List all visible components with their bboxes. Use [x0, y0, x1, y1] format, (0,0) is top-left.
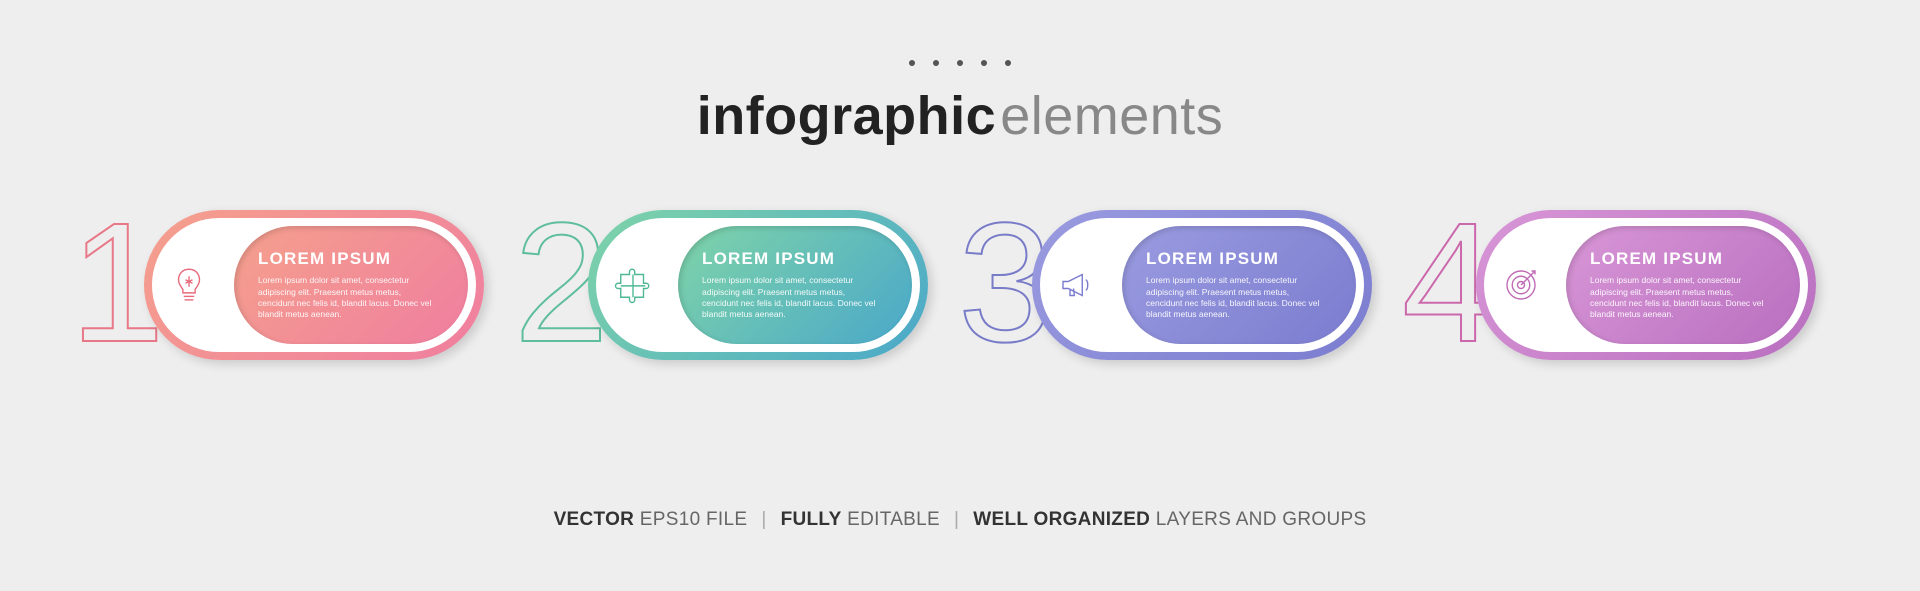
step-inner-pill: LOREM IPSUM Lorem ipsum dolor sit amet, c… [234, 226, 468, 344]
footer-bold: WELL ORGANIZED [973, 509, 1150, 530]
step-3: 3 LOREM IPSUMLorem ipsum dolor sit amet,… [982, 210, 1382, 380]
step-inner-pill: LOREM IPSUM Lorem ipsum dolor sit amet, c… [678, 226, 912, 344]
step-outer-pill: LOREM IPSUM Lorem ipsum dolor sit amet, c… [588, 210, 928, 360]
puzzle-icon [588, 264, 678, 306]
target-icon [1476, 264, 1566, 306]
page-title: infographicelements [697, 85, 1224, 147]
megaphone-icon [1032, 264, 1122, 306]
step-inner-pill: LOREM IPSUM Lorem ipsum dolor sit amet, c… [1122, 226, 1356, 344]
step-body: Lorem ipsum dolor sit amet, consectetur … [258, 275, 438, 321]
title-bold: infographic [697, 86, 997, 146]
footer-separator: | [954, 509, 959, 530]
step-body: Lorem ipsum dolor sit amet, consectetur … [1590, 275, 1770, 321]
step-inner-pill: LOREM IPSUM Lorem ipsum dolor sit amet, c… [1566, 226, 1800, 344]
step-title: LOREM IPSUM [1590, 249, 1770, 269]
title-light: elements [1000, 86, 1223, 146]
header-dots [909, 60, 1011, 66]
step-title: LOREM IPSUM [702, 249, 882, 269]
steps-row: 1 LOREM IPSUMLorem ipsum dolor sit amet,… [0, 210, 1920, 380]
step-2: 2 LOREM IPSUMLorem ipsum dolor sit amet,… [538, 210, 938, 380]
footer-light: LAYERS AND GROUPS [1150, 509, 1366, 530]
step-body: Lorem ipsum dolor sit amet, consectetur … [1146, 275, 1326, 321]
step-outer-pill: LOREM IPSUM Lorem ipsum dolor sit amet, c… [1476, 210, 1816, 360]
footer-bold: VECTOR [554, 509, 635, 530]
lightbulb-icon [144, 264, 234, 306]
footer-light: EPS10 FILE [634, 509, 747, 530]
step-title: LOREM IPSUM [1146, 249, 1326, 269]
step-body: Lorem ipsum dolor sit amet, consectetur … [702, 275, 882, 321]
footer-bold: FULLY [781, 509, 842, 530]
step-outer-pill: LOREM IPSUM Lorem ipsum dolor sit amet, c… [1032, 210, 1372, 360]
step-title: LOREM IPSUM [258, 249, 438, 269]
footer-separator: | [761, 509, 766, 530]
step-1: 1 LOREM IPSUMLorem ipsum dolor sit amet,… [94, 210, 494, 380]
footer-light: EDITABLE [842, 509, 940, 530]
step-4: 4 LOREM IPSUMLorem ipsum dolor sit amet,… [1426, 210, 1826, 380]
footer-line: VECTOR EPS10 FILE | FULLY EDITABLE | WELL OR… [554, 509, 1367, 531]
step-outer-pill: LOREM IPSUM Lorem ipsum dolor sit amet, c… [144, 210, 484, 360]
